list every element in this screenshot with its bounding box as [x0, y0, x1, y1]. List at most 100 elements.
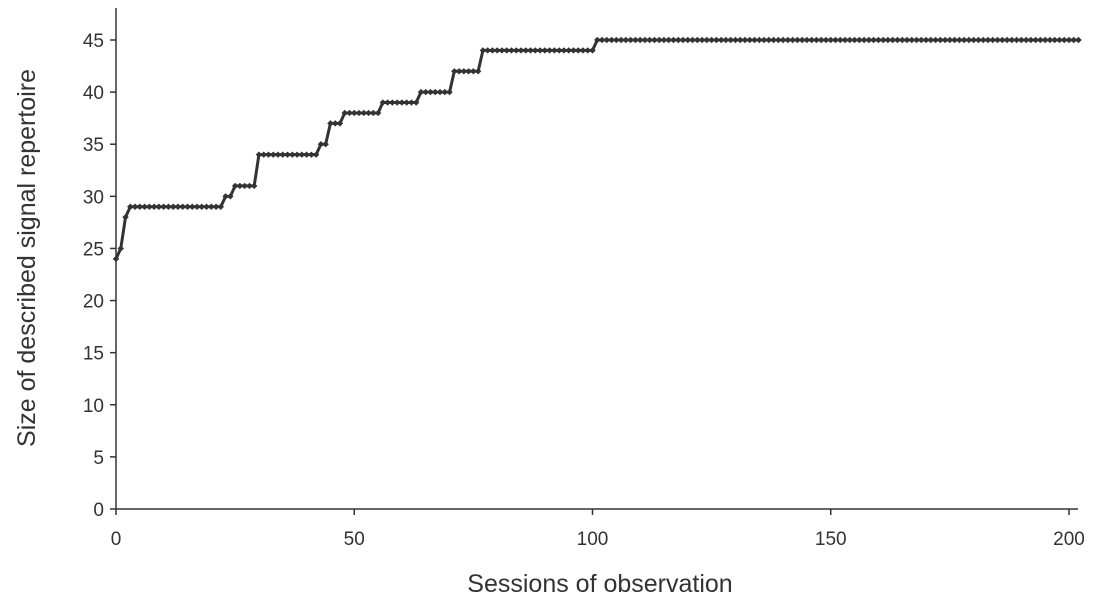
data-point-marker — [989, 36, 996, 44]
data-point-marker — [1041, 36, 1049, 44]
data-point-marker — [1013, 36, 1020, 44]
data-point-marker — [932, 36, 939, 44]
data-point-marker — [465, 68, 472, 75]
data-point-marker — [169, 203, 177, 210]
data-point-marker — [594, 36, 601, 44]
data-point-marker — [322, 141, 329, 148]
data-point-marker — [217, 203, 225, 210]
data-point-marker — [779, 36, 787, 44]
data-point-marker — [212, 203, 220, 210]
data-point-marker — [422, 88, 429, 96]
data-point-marker — [155, 203, 163, 210]
data-point-marker — [951, 36, 958, 44]
data-point-marker — [365, 109, 372, 117]
data-point-marker — [513, 47, 520, 54]
x-tick-label: 50 — [344, 529, 365, 550]
data-point-marker — [136, 203, 144, 210]
data-point-marker — [246, 182, 253, 190]
data-point-marker — [408, 99, 415, 106]
data-point-marker — [617, 36, 625, 44]
data-point-marker — [1051, 36, 1058, 44]
data-point-marker — [689, 36, 696, 44]
data-point-marker — [122, 213, 129, 221]
data-point-marker — [351, 109, 358, 117]
data-point-marker — [417, 88, 425, 96]
plot-area: 0 5 10 15 20 25 30 35 40 45 0 50 100 150 200 — [83, 8, 1085, 550]
data-point-marker — [908, 36, 915, 44]
data-series — [114, 38, 1079, 260]
data-point-marker — [732, 36, 739, 44]
data-point-marker — [527, 47, 534, 54]
data-point-marker — [517, 47, 525, 54]
data-point-marker — [794, 36, 801, 44]
data-point-marker — [208, 203, 215, 210]
data-point-marker — [841, 36, 849, 44]
data-point-marker — [560, 47, 568, 54]
data-point-marker — [770, 36, 777, 44]
data-point-marker — [432, 88, 439, 96]
data-point-marker — [312, 151, 320, 158]
data-point-marker — [675, 36, 682, 44]
data-point-marker — [813, 36, 820, 44]
data-point-marker — [317, 141, 325, 148]
data-point-marker — [746, 36, 753, 44]
data-point-marker — [303, 151, 310, 158]
data-point-marker — [846, 36, 854, 44]
data-point-marker — [503, 47, 510, 54]
data-point-marker — [150, 203, 158, 210]
y-tick-label: 0 — [93, 500, 104, 521]
x-tick-label: 0 — [111, 529, 122, 550]
data-point-marker — [274, 151, 282, 158]
data-point-marker — [198, 203, 205, 210]
data-point-marker — [370, 109, 377, 117]
data-point-marker — [389, 99, 396, 106]
data-point-marker — [789, 36, 796, 44]
data-point-marker — [1003, 36, 1011, 44]
data-point-marker — [994, 36, 1001, 44]
data-markers — [112, 36, 1082, 263]
data-point-marker — [265, 151, 272, 158]
data-point-marker — [336, 120, 344, 127]
data-point-marker — [684, 36, 691, 44]
data-point-marker — [536, 47, 544, 54]
data-point-marker — [227, 193, 234, 200]
data-point-marker — [1056, 36, 1063, 44]
data-point-marker — [1008, 36, 1016, 44]
data-point-marker — [918, 36, 925, 44]
data-point-marker — [856, 36, 863, 44]
data-point-marker — [484, 47, 491, 54]
data-point-marker — [937, 36, 944, 44]
data-point-marker — [646, 36, 653, 44]
data-point-marker — [455, 68, 463, 75]
data-point-marker — [346, 109, 353, 117]
data-point-marker — [670, 36, 677, 44]
data-point-marker — [1022, 36, 1030, 44]
data-point-marker — [331, 120, 339, 127]
data-point-marker — [589, 47, 596, 54]
data-point-marker — [575, 47, 582, 54]
data-point-marker — [803, 36, 811, 44]
data-point-marker — [765, 36, 773, 44]
x-axis-title: Sessions of observation — [467, 570, 732, 598]
data-point-marker — [289, 151, 296, 158]
data-point-marker — [374, 109, 382, 117]
data-point-marker — [598, 36, 606, 44]
data-point-marker — [236, 182, 244, 190]
data-point-marker — [822, 36, 830, 44]
data-point-marker — [460, 68, 468, 75]
data-point-marker — [494, 47, 501, 54]
data-point-marker — [875, 36, 882, 44]
data-point-marker — [622, 36, 630, 44]
data-point-marker — [627, 36, 634, 44]
y-tick-label: 30 — [83, 187, 104, 208]
data-point-marker — [131, 203, 139, 210]
data-point-marker — [737, 36, 744, 44]
data-point-marker — [579, 47, 587, 54]
data-point-marker — [860, 36, 868, 44]
data-point-marker — [1070, 36, 1077, 44]
y-tick-label: 35 — [83, 135, 104, 156]
data-point-marker — [541, 47, 549, 54]
data-point-marker — [1075, 36, 1082, 44]
data-point-marker — [889, 36, 896, 44]
y-tick-label: 25 — [83, 239, 104, 260]
